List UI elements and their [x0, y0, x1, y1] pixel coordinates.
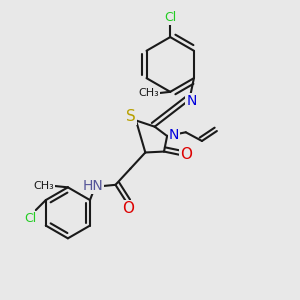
Text: O: O: [180, 147, 192, 162]
Text: S: S: [125, 109, 135, 124]
Text: CH₃: CH₃: [138, 88, 159, 98]
Text: HN: HN: [82, 179, 103, 193]
Text: N: N: [169, 128, 179, 142]
Text: CH₃: CH₃: [33, 181, 54, 191]
Text: N: N: [186, 94, 197, 109]
Text: Cl: Cl: [25, 212, 37, 225]
Text: O: O: [122, 201, 134, 216]
Text: Cl: Cl: [164, 11, 176, 24]
